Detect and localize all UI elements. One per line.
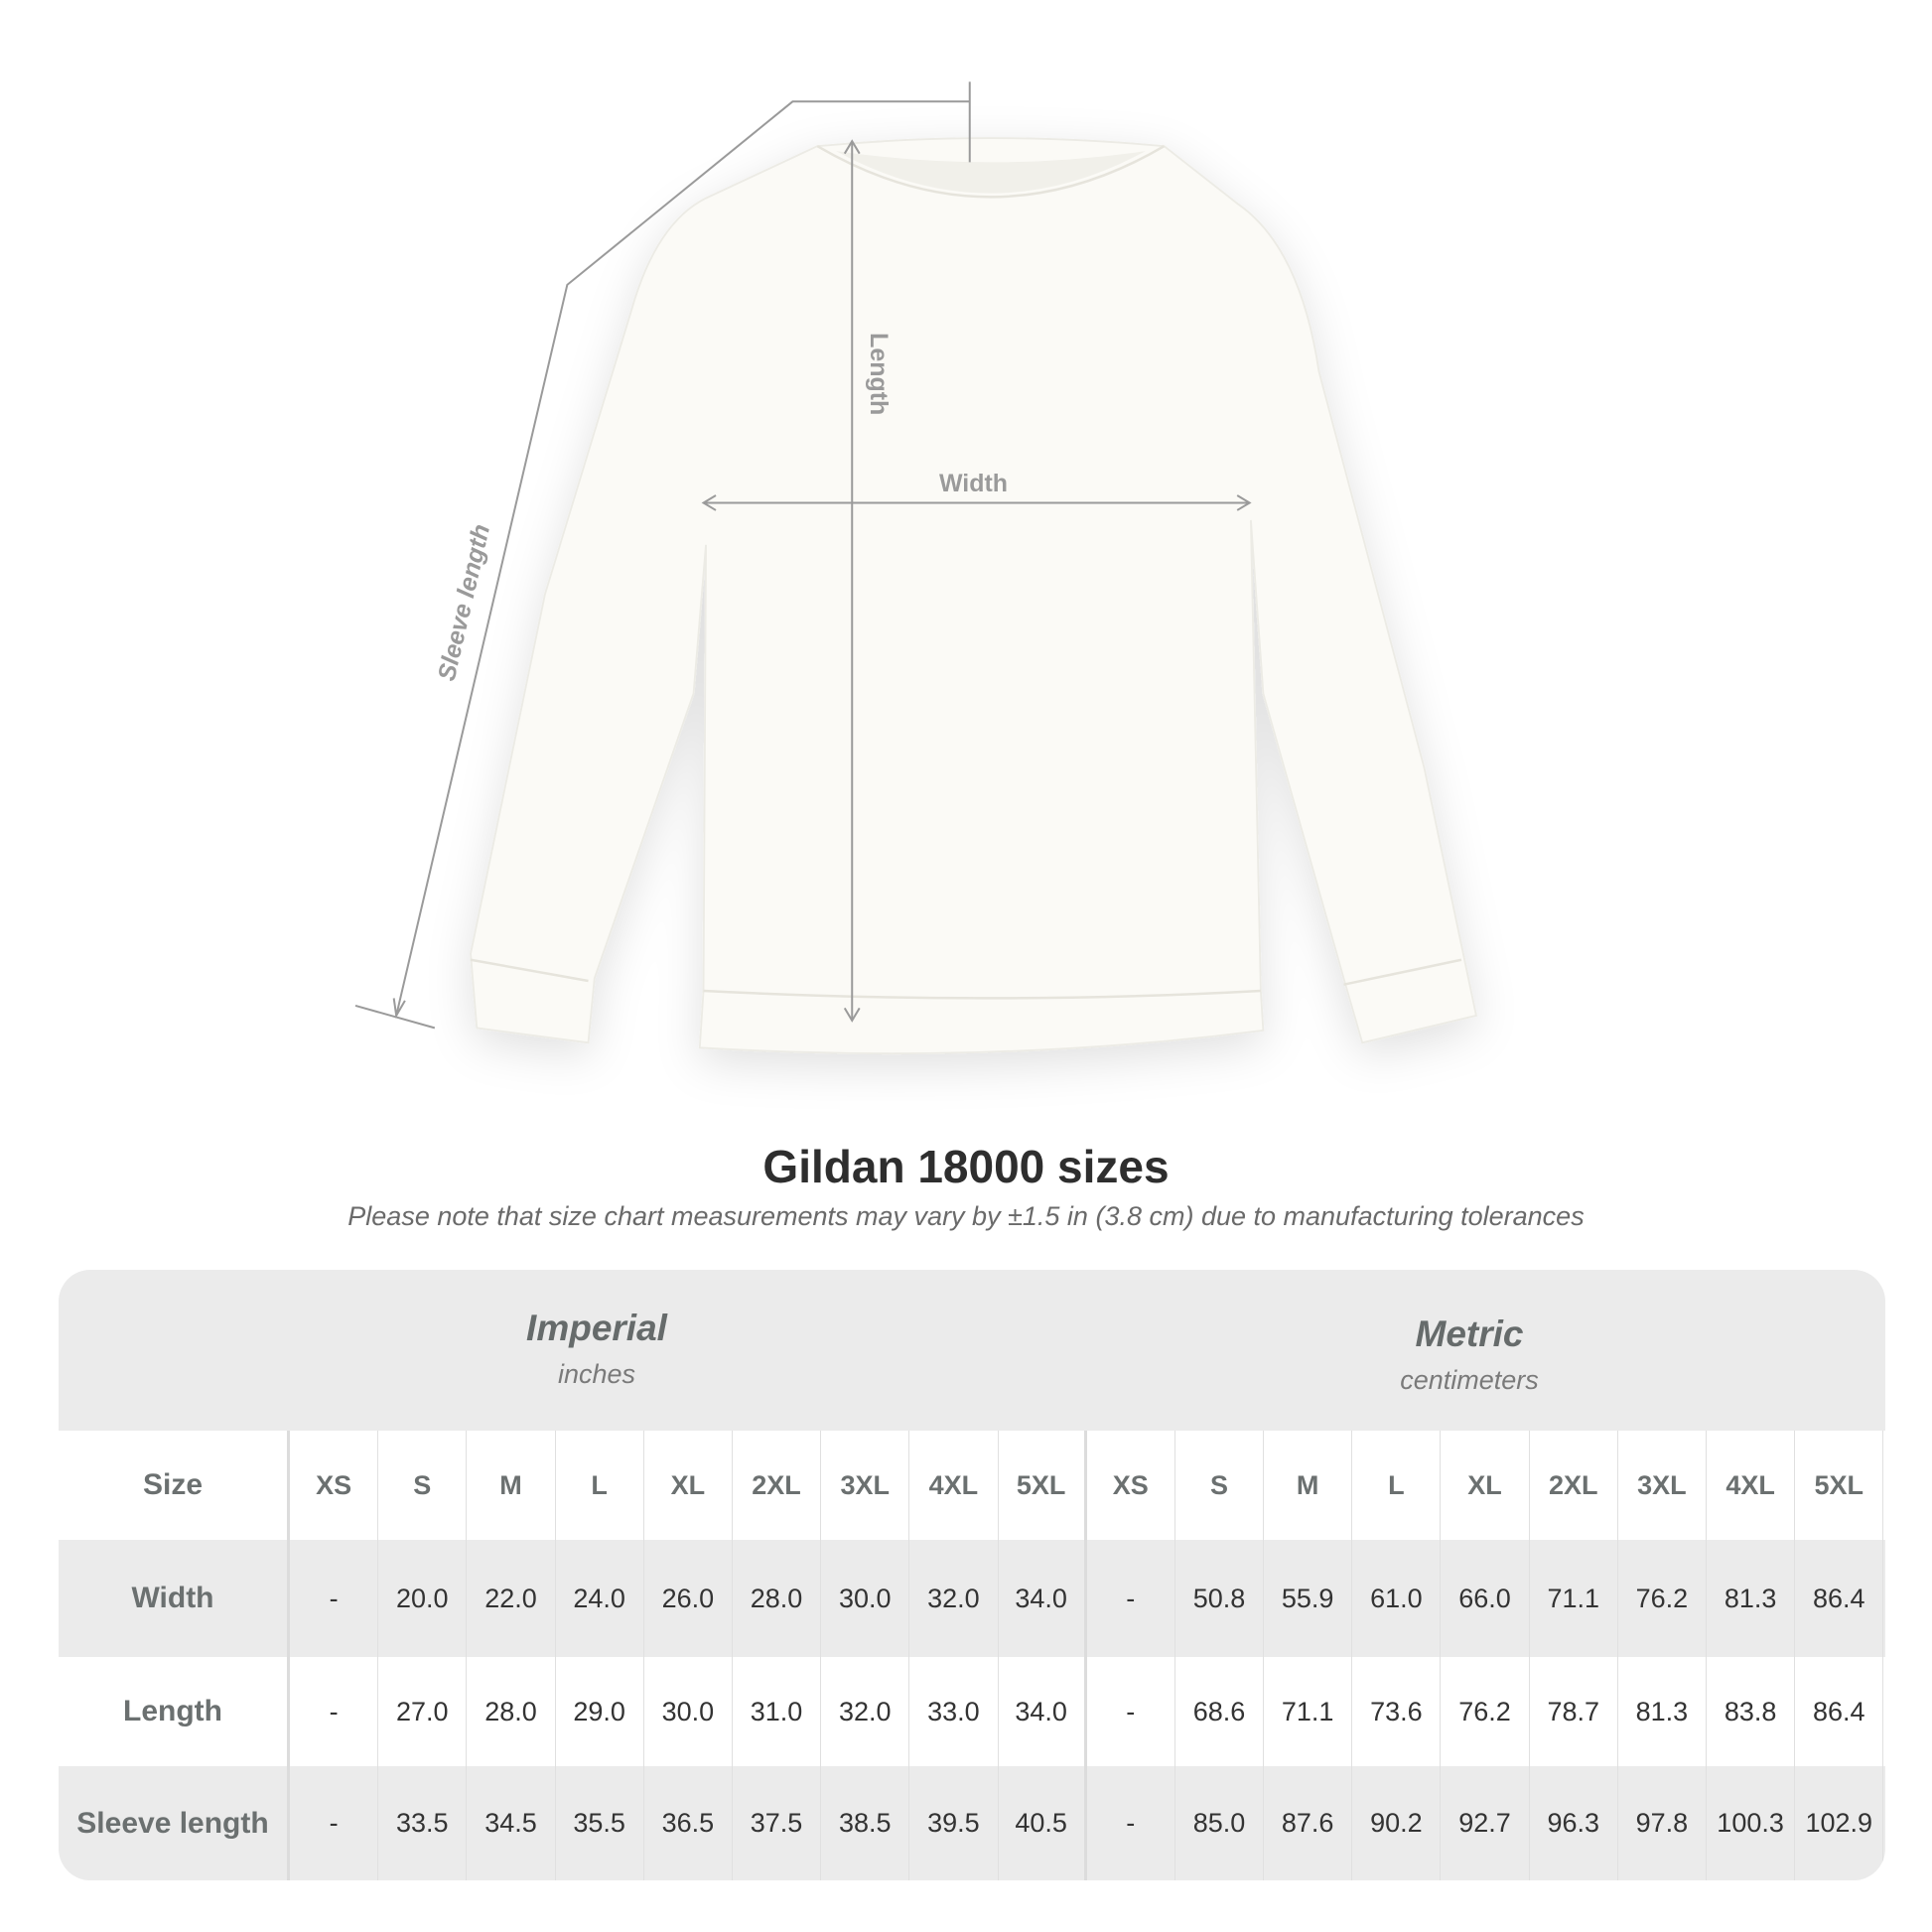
imperial-header: Imperial inches [299,1308,895,1390]
value-cell: 30.0 [644,1657,733,1766]
system-name: Metric [1415,1313,1524,1354]
value-cell: 100.3 [1707,1766,1796,1880]
value-cell: 87.6 [1264,1766,1353,1880]
value-cell: 71.1 [1530,1540,1618,1657]
value-cell: 81.3 [1618,1657,1707,1766]
size-header-cell: 5XL [1795,1431,1884,1540]
value-cell: 32.0 [821,1657,910,1766]
size-chart-table: Imperial inches Metric centimeters Size … [59,1270,1885,1880]
size-header-cell: XL [1441,1431,1530,1540]
value-cell: 83.8 [1707,1657,1796,1766]
sleeve-length-line [395,100,970,1017]
value-cell: 92.7 [1441,1766,1530,1880]
value-cell: 27.0 [378,1657,468,1766]
value-cell: 29.0 [556,1657,644,1766]
value-cell: 55.9 [1264,1540,1353,1657]
size-header-cell: L [1352,1431,1442,1540]
tolerance-note: Please note that size chart measurements… [347,1201,1585,1231]
value-cell: 34.5 [467,1766,556,1880]
row-band [59,1766,1885,1880]
size-header-cell: 2XL [733,1431,822,1540]
value-cell: 78.7 [1530,1657,1618,1766]
system-unit: inches [557,1359,636,1389]
size-header-cell: S [1175,1431,1265,1540]
value-cell: 97.8 [1618,1766,1707,1880]
value-cell: 22.0 [467,1540,556,1657]
size-header-cell: 3XL [1618,1431,1707,1540]
size-header-row: Size XS S M L XL 2XL 3XL 4XL 5XL XS S M L XL 2XL 3XL 4XL… [59,1431,1885,1540]
value-cell: 28.0 [467,1657,556,1766]
table-row: Width -20.0 22.0 24.0 26.0 28.0 30.0 32.0 34.0-… [59,1540,1885,1657]
value-cell: 68.6 [1175,1657,1265,1766]
size-header-cell: 4XL [909,1431,999,1540]
size-header-cell: S [378,1431,468,1540]
table-row: Length -27.0 28.0 29.0 30.0 31.0 32.0 33.0 34.0… [59,1657,1885,1766]
value-cell: 34.0 [999,1540,1087,1657]
value-cell: 81.3 [1707,1540,1796,1657]
row-label: Sleeve length [59,1766,290,1880]
value-cell: 36.5 [644,1766,733,1880]
size-header-cell: 4XL [1707,1431,1796,1540]
value-cell: - [1087,1766,1175,1880]
value-cell: - [290,1540,379,1657]
value-cell: 85.0 [1175,1766,1265,1880]
value-cell: 96.3 [1530,1766,1618,1880]
value-cell: 86.4 [1795,1540,1884,1657]
length-label: Length [865,333,893,415]
row-band [59,1540,1885,1657]
size-header-cell: 3XL [821,1431,910,1540]
value-cell: 71.1 [1264,1657,1353,1766]
value-cell: 33.0 [909,1657,999,1766]
width-label: Width [939,470,1008,497]
value-cell: 34.0 [999,1657,1087,1766]
value-cell: 86.4 [1795,1657,1884,1766]
value-cell: - [290,1657,379,1766]
value-cell: 39.5 [909,1766,999,1880]
value-cell: 66.0 [1441,1540,1530,1657]
size-header-cell: XL [644,1431,733,1540]
size-header-cell: 2XL [1530,1431,1618,1540]
value-cell: - [1087,1657,1175,1766]
system-name: Imperial [526,1308,667,1348]
value-cell: 24.0 [556,1540,644,1657]
value-cell: 37.5 [733,1766,822,1880]
size-header-cell: XS [290,1431,379,1540]
value-cell: 20.0 [378,1540,468,1657]
table-row: Sleeve length -33.5 34.5 35.5 36.5 37.5 38.5 3… [59,1766,1885,1880]
value-cell: 31.0 [733,1657,822,1766]
value-cell: 50.8 [1175,1540,1265,1657]
value-cell: 32.0 [909,1540,999,1657]
sleeve-length-label: Sleeve length [433,521,495,683]
size-header-cell: L [556,1431,644,1540]
value-cell: 76.2 [1618,1540,1707,1657]
value-cell: 35.5 [556,1766,644,1880]
row-label: Width [59,1540,290,1657]
value-cell: 30.0 [821,1540,910,1657]
row-label: Length [59,1657,290,1766]
row-label: Size [59,1431,290,1540]
value-cell: - [1087,1540,1175,1657]
value-cell: 28.0 [733,1540,822,1657]
page-title: Gildan 18000 sizes [762,1141,1170,1192]
size-header-cell: M [1264,1431,1353,1540]
value-cell: 76.2 [1441,1657,1530,1766]
value-cell: 102.9 [1795,1766,1884,1880]
value-cell: 26.0 [644,1540,733,1657]
size-header-cell: 5XL [999,1431,1087,1540]
value-cell: 61.0 [1352,1540,1442,1657]
value-cell: 90.2 [1352,1766,1442,1880]
size-header-cell: M [467,1431,556,1540]
system-unit: centimeters [1400,1365,1539,1395]
measurement-lines [354,81,1252,1030]
metric-header: Metric centimeters [1172,1313,1767,1396]
sweatshirt [470,137,1478,1055]
value-cell: 73.6 [1352,1657,1442,1766]
value-cell: - [290,1766,379,1880]
header-band [59,1270,1885,1431]
size-header-cell: XS [1087,1431,1175,1540]
value-cell: 40.5 [999,1766,1087,1880]
value-cell: 33.5 [378,1766,468,1880]
value-cell: 38.5 [821,1766,910,1880]
